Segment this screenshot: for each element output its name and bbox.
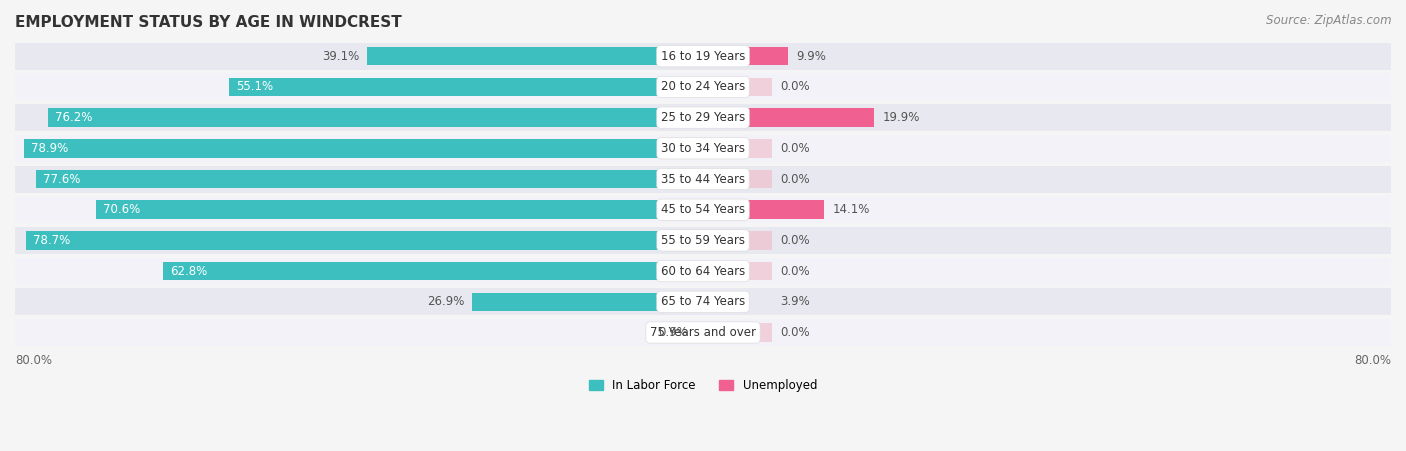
Text: 35 to 44 Years: 35 to 44 Years: [661, 173, 745, 185]
Bar: [367, 47, 703, 65]
Text: 3.9%: 3.9%: [780, 295, 810, 308]
Text: 0.0%: 0.0%: [780, 80, 810, 93]
Bar: [703, 47, 789, 65]
Bar: [15, 227, 1391, 254]
Text: 60 to 64 Years: 60 to 64 Years: [661, 265, 745, 277]
Text: 80.0%: 80.0%: [15, 354, 52, 367]
Text: 0.0%: 0.0%: [780, 173, 810, 185]
Bar: [703, 139, 772, 157]
Text: 0.0%: 0.0%: [780, 142, 810, 155]
Text: 39.1%: 39.1%: [322, 50, 360, 63]
Text: 78.9%: 78.9%: [31, 142, 69, 155]
Bar: [35, 170, 703, 188]
Text: 14.1%: 14.1%: [832, 203, 870, 216]
Text: Source: ZipAtlas.com: Source: ZipAtlas.com: [1267, 14, 1392, 27]
Text: 62.8%: 62.8%: [170, 265, 207, 277]
Bar: [15, 104, 1391, 131]
Text: 70.6%: 70.6%: [103, 203, 141, 216]
Text: 30 to 34 Years: 30 to 34 Years: [661, 142, 745, 155]
Text: 55 to 59 Years: 55 to 59 Years: [661, 234, 745, 247]
Text: 77.6%: 77.6%: [42, 173, 80, 185]
Bar: [27, 231, 703, 249]
Bar: [15, 74, 1391, 101]
Text: 0.9%: 0.9%: [658, 326, 689, 339]
Bar: [15, 43, 1391, 70]
Text: 9.9%: 9.9%: [797, 50, 827, 63]
Bar: [229, 78, 703, 96]
Bar: [471, 293, 703, 311]
Bar: [703, 78, 772, 96]
Text: 0.0%: 0.0%: [780, 265, 810, 277]
Bar: [15, 166, 1391, 193]
Bar: [703, 201, 824, 219]
Text: 45 to 54 Years: 45 to 54 Years: [661, 203, 745, 216]
Bar: [96, 201, 703, 219]
Text: 16 to 19 Years: 16 to 19 Years: [661, 50, 745, 63]
Bar: [703, 231, 772, 249]
Bar: [24, 139, 703, 157]
Bar: [703, 262, 772, 281]
Bar: [15, 196, 1391, 223]
Text: 80.0%: 80.0%: [1354, 354, 1391, 367]
Text: 20 to 24 Years: 20 to 24 Years: [661, 80, 745, 93]
Bar: [703, 293, 737, 311]
Bar: [703, 170, 772, 188]
Bar: [48, 108, 703, 127]
Legend: In Labor Force, Unemployed: In Labor Force, Unemployed: [583, 375, 823, 397]
Text: 0.0%: 0.0%: [780, 326, 810, 339]
Bar: [15, 258, 1391, 285]
Text: 78.7%: 78.7%: [34, 234, 70, 247]
Text: 76.2%: 76.2%: [55, 111, 91, 124]
Bar: [703, 108, 875, 127]
Text: 25 to 29 Years: 25 to 29 Years: [661, 111, 745, 124]
Text: 0.0%: 0.0%: [780, 234, 810, 247]
Text: 19.9%: 19.9%: [883, 111, 920, 124]
Text: 65 to 74 Years: 65 to 74 Years: [661, 295, 745, 308]
Text: EMPLOYMENT STATUS BY AGE IN WINDCREST: EMPLOYMENT STATUS BY AGE IN WINDCREST: [15, 15, 402, 30]
Bar: [703, 323, 772, 342]
Bar: [15, 135, 1391, 162]
Text: 55.1%: 55.1%: [236, 80, 273, 93]
Bar: [695, 323, 703, 342]
Bar: [15, 288, 1391, 315]
Text: 75 Years and over: 75 Years and over: [650, 326, 756, 339]
Text: 26.9%: 26.9%: [427, 295, 465, 308]
Bar: [15, 319, 1391, 346]
Bar: [163, 262, 703, 281]
